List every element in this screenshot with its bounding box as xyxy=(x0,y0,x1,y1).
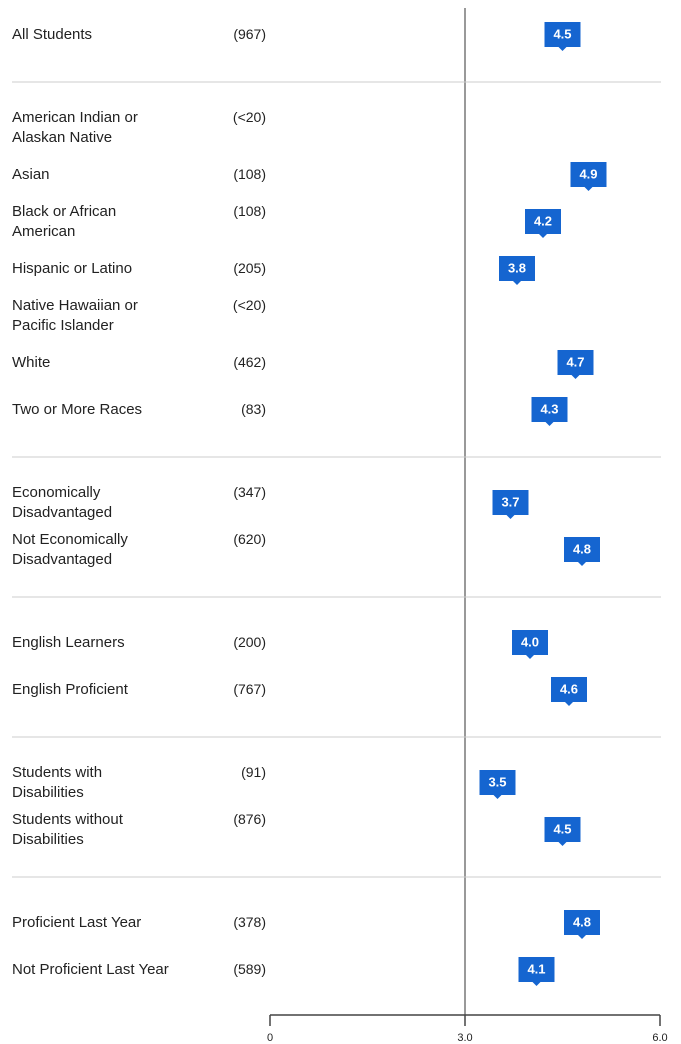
marker xyxy=(564,910,600,939)
count-label: (967) xyxy=(233,26,266,42)
value-label: 4.9 xyxy=(579,166,597,181)
value-label: 3.7 xyxy=(501,494,519,509)
category-label: English Learners xyxy=(12,634,125,651)
x-tick-label: 6.0 xyxy=(652,1032,667,1044)
value-label: 4.6 xyxy=(560,681,578,696)
value-label: 4.5 xyxy=(553,26,571,41)
category-label: Hispanic or Latino xyxy=(12,260,133,277)
category-label: American Indian or Alaskan Native xyxy=(12,109,138,146)
count-label: (620) xyxy=(233,531,266,547)
marker xyxy=(499,256,535,285)
count-label: (200) xyxy=(233,634,266,650)
category-label: White xyxy=(12,354,51,371)
value-label: 4.5 xyxy=(553,821,571,836)
marker xyxy=(544,817,581,846)
category-label: All Students xyxy=(12,26,93,43)
value-label: 3.8 xyxy=(508,260,526,275)
count-label: (<20) xyxy=(232,109,266,125)
value-label: 4.1 xyxy=(527,961,545,976)
category-label: Native Hawaiian or Pacific Islander xyxy=(12,297,138,334)
count-label: (83) xyxy=(241,401,266,417)
marker xyxy=(564,537,600,566)
category-label: Two or More Races xyxy=(12,401,143,418)
value-label: 4.8 xyxy=(573,914,591,929)
count-label: (108) xyxy=(233,166,266,182)
marker xyxy=(551,677,587,706)
marker xyxy=(557,350,594,379)
count-label: (767) xyxy=(233,681,266,697)
marker xyxy=(544,22,581,51)
category-label: Students with Disabilities xyxy=(12,764,103,801)
count-label: (876) xyxy=(233,811,266,827)
value-label: 3.5 xyxy=(488,774,506,789)
value-label: 4.7 xyxy=(566,354,584,369)
x-tick-label: 0 xyxy=(267,1032,273,1044)
category-label: Proficient Last Year xyxy=(12,914,142,931)
value-label: 4.0 xyxy=(521,634,539,649)
count-label: (347) xyxy=(233,484,266,500)
marker xyxy=(512,630,548,659)
category-label: Asian xyxy=(12,166,50,183)
marker xyxy=(531,397,568,426)
category-label: Not Economically Disadvantaged xyxy=(12,531,128,568)
value-label: 4.8 xyxy=(573,541,591,556)
category-label: Not Proficient Last Year xyxy=(12,961,169,978)
value-label: 4.2 xyxy=(534,213,552,228)
marker xyxy=(479,770,516,799)
count-label: (462) xyxy=(233,354,266,370)
count-label: (91) xyxy=(241,764,266,780)
marker xyxy=(492,490,529,519)
count-label: (378) xyxy=(233,914,266,930)
marker xyxy=(518,957,555,986)
value-label: 4.3 xyxy=(540,401,558,416)
category-label: Economically Disadvantaged xyxy=(12,484,113,521)
category-label: Black or African American xyxy=(12,203,117,240)
count-label: (108) xyxy=(233,203,266,219)
count-label: (<20) xyxy=(232,297,266,313)
marker xyxy=(525,209,561,238)
category-label: Students without Disabilities xyxy=(12,811,123,848)
x-tick-label: 3.0 xyxy=(457,1032,472,1044)
count-label: (205) xyxy=(233,260,266,276)
marker xyxy=(570,162,607,191)
count-label: (589) xyxy=(233,961,266,977)
category-label: English Proficient xyxy=(12,681,128,698)
